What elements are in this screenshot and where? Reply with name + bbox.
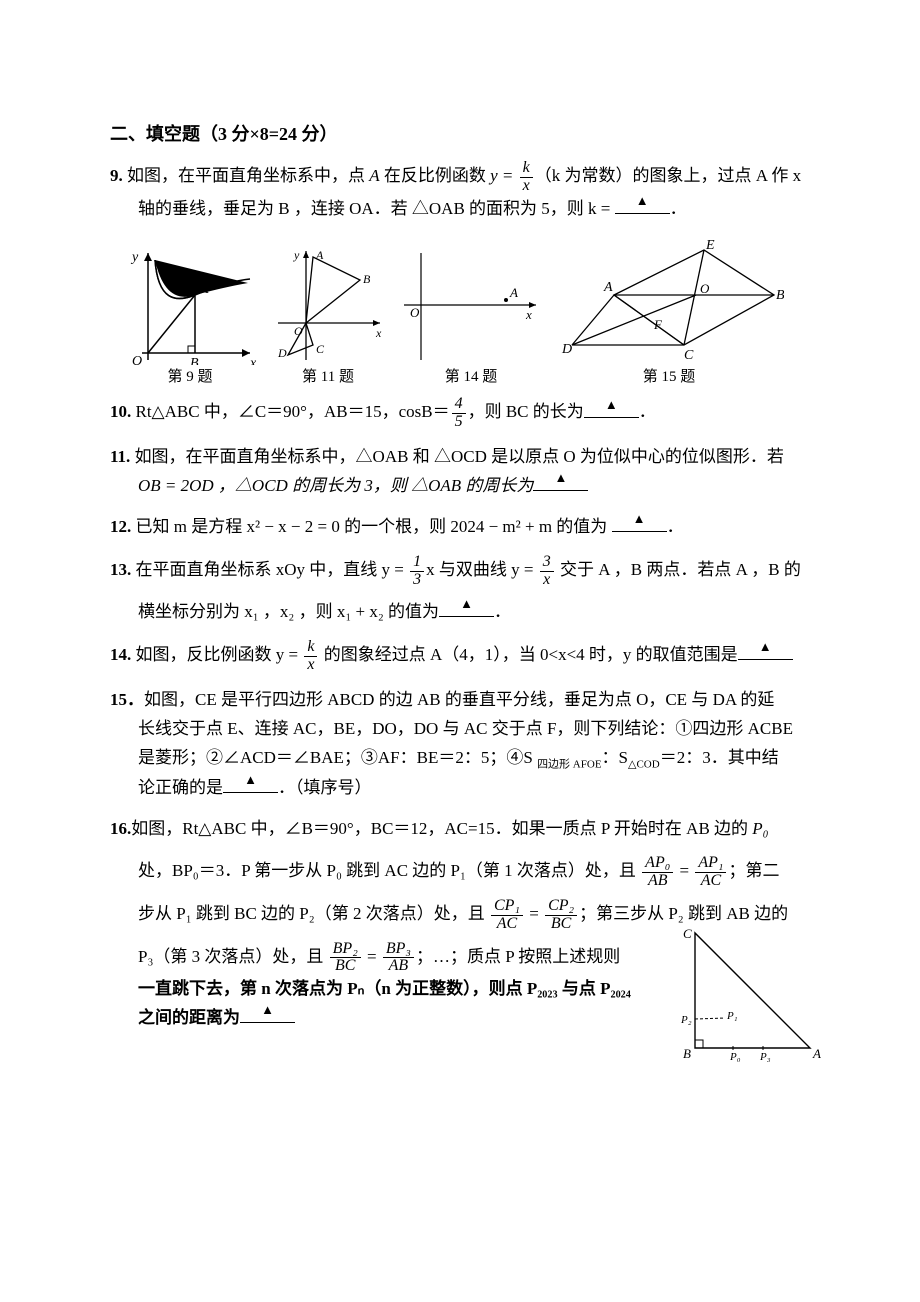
svg-text:x: x	[375, 326, 382, 340]
svg-text:B: B	[683, 1046, 691, 1061]
svg-text:P₁: P₁	[726, 1010, 738, 1022]
figure-11: y x O A B C D 第 11 题	[268, 245, 388, 386]
blank-14	[738, 642, 793, 660]
blank-10	[584, 400, 639, 418]
svg-text:A: A	[509, 285, 518, 300]
question-11: 11. 如图，在平面直角坐标系中，△OAB 和 △OCD 是以原点 O 为位似中…	[110, 443, 830, 501]
question-13: 13. 在平面直角坐标系 xOy 中，直线 y = 13x 与双曲线 y = 3…	[110, 554, 830, 627]
svg-text:A: A	[315, 248, 324, 262]
svg-text:B: B	[363, 272, 371, 286]
svg-text:D: D	[561, 342, 572, 357]
q9-text: 如图，在平面直角坐标系中，点	[127, 166, 369, 185]
svg-text:A: A	[603, 280, 613, 295]
svg-text:F: F	[653, 317, 663, 332]
svg-text:O: O	[410, 305, 420, 320]
svg-text:O: O	[700, 281, 710, 296]
page: 二、填空题（3 分×8=24 分） 9. 如图，在平面直角坐标系中，点 A 在反…	[0, 0, 920, 1302]
svg-text:A: A	[199, 282, 209, 297]
figure-9: y x O A B 第 9 题	[120, 245, 260, 386]
blank-12	[612, 514, 667, 532]
question-15: 15．如图，CE 是平行四边形 ABCD 的边 AB 的垂直平分线，垂足为点 O…	[110, 686, 830, 803]
figure-16: C B A P₁ P₂ P₀ P₃	[675, 923, 830, 1073]
svg-text:O: O	[132, 354, 142, 365]
blank-9	[615, 196, 670, 214]
question-16: 16.如图，Rt△ABC 中，∠B＝90°，BC＝12，AC=15．如果一质点 …	[110, 815, 830, 1073]
section-title: 二、填空题（3 分×8=24 分）	[110, 120, 830, 146]
question-9: 9. 如图，在平面直角坐标系中，点 A 在反比例函数 y = kx（k 为常数）…	[110, 160, 830, 223]
svg-text:P₀: P₀	[729, 1051, 741, 1063]
figure-15: A B C D E F O 第 15 题	[554, 235, 784, 386]
blank-15	[223, 775, 278, 793]
svg-text:P₃: P₃	[759, 1051, 771, 1063]
figure-14: O x A 第 14 题	[396, 245, 546, 386]
svg-text:E: E	[705, 238, 715, 253]
blank-11	[533, 473, 588, 491]
question-10: 10. Rt△ABC 中，∠C＝90°，AB＝15，cosB＝45，则 BC 的…	[110, 396, 830, 431]
svg-text:B: B	[190, 356, 199, 365]
svg-text:x: x	[249, 356, 257, 365]
question-14: 14. 如图，反比例函数 y = kx 的图象经过点 A（4，1），当 0<x<…	[110, 639, 830, 674]
svg-text:y: y	[130, 250, 139, 265]
svg-text:y: y	[293, 248, 300, 262]
svg-text:A: A	[812, 1046, 821, 1061]
question-12: 12. 已知 m 是方程 x² − x − 2 = 0 的一个根，则 2024 …	[110, 513, 830, 542]
svg-text:P₂: P₂	[680, 1014, 692, 1026]
q9-num: 9.	[110, 166, 123, 185]
blank-16	[240, 1005, 295, 1023]
svg-text:C: C	[684, 348, 694, 363]
svg-text:B: B	[776, 288, 784, 303]
svg-text:x: x	[525, 307, 532, 322]
figures-row: y x O A B 第 9 题 y x O A B C	[120, 235, 830, 386]
svg-text:O: O	[294, 324, 303, 338]
svg-text:C: C	[316, 342, 325, 356]
svg-text:D: D	[277, 346, 287, 360]
blank-13	[439, 599, 494, 617]
